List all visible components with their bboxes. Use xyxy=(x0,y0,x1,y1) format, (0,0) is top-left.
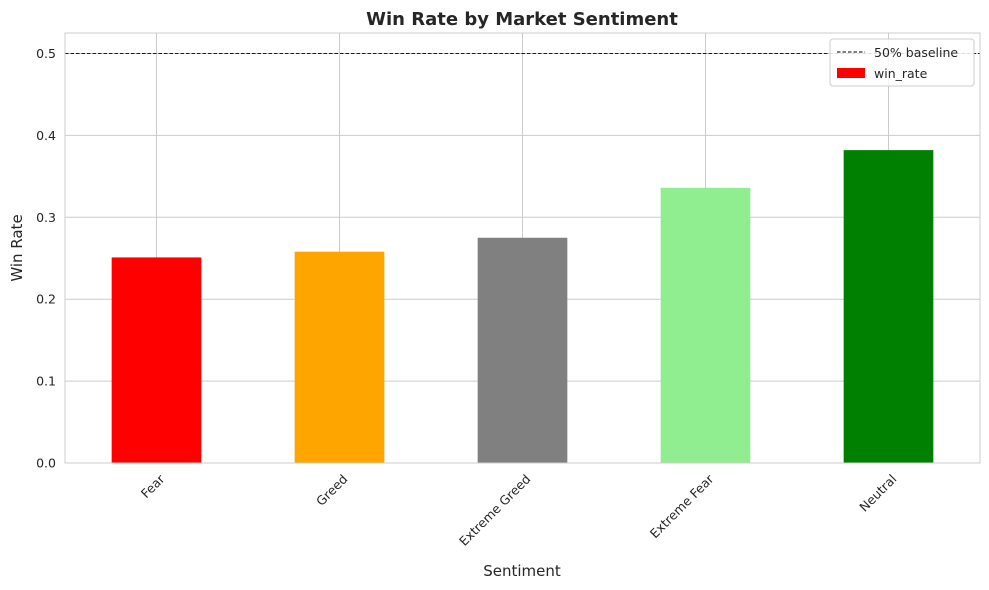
plot-frame xyxy=(64,32,981,464)
x-tick-label: Neutral xyxy=(856,471,899,514)
y-axis-label: Win Rate xyxy=(8,214,26,281)
y-tick-label: 0.0 xyxy=(36,456,56,471)
x-tick-label: Extreme Fear xyxy=(647,471,717,541)
y-tick-label: 0.2 xyxy=(36,292,56,307)
bar-neutral xyxy=(843,150,934,463)
y-tick-label: 0.4 xyxy=(36,128,56,143)
x-tick-labels: Fear Greed Extreme Greed Extreme Fear Neutra… xyxy=(138,471,900,549)
y-tick-label: 0.3 xyxy=(36,210,56,225)
legend-win-rate-swatch xyxy=(837,68,865,78)
bar-extreme-greed xyxy=(477,237,568,463)
x-tick-label: Greed xyxy=(313,471,350,508)
x-tick-label: Extreme Greed xyxy=(456,471,533,548)
x-tick-label: Fear xyxy=(138,471,168,501)
legend-label-baseline: 50% baseline xyxy=(874,45,958,60)
chart-title: Win Rate by Market Sentiment xyxy=(366,9,678,30)
bar-fear xyxy=(111,257,202,463)
bars xyxy=(111,150,934,464)
bar-greed xyxy=(294,251,385,463)
plot-area: 0.0 0.1 0.2 0.3 0.4 0.5 Fear Greed Extreme Gree… xyxy=(36,32,981,549)
legend: 50% baseline win_rate xyxy=(829,38,975,87)
y-tick-label: 0.1 xyxy=(36,374,56,389)
x-axis-label: Sentiment xyxy=(483,562,561,580)
y-tick-labels: 0.0 0.1 0.2 0.3 0.4 0.5 xyxy=(36,46,56,471)
legend-box xyxy=(829,38,975,87)
bar-extreme-fear xyxy=(660,187,751,464)
legend-label-win-rate: win_rate xyxy=(874,66,928,81)
y-tick-label: 0.5 xyxy=(36,46,56,61)
